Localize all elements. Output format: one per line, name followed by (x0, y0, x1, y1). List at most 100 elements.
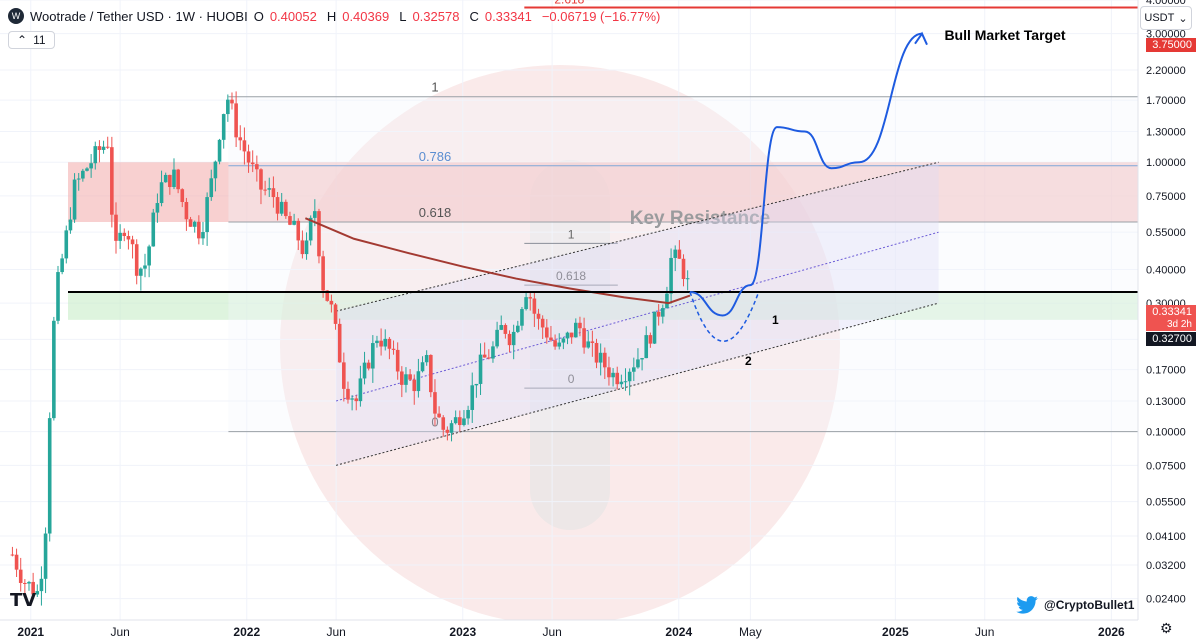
candles-group (10, 91, 690, 606)
y-tick-label: 0.75000 (1146, 191, 1186, 203)
candle-body (603, 352, 607, 368)
candle-body (528, 297, 533, 299)
candle-body (362, 362, 367, 379)
y-tick-label: 0.13000 (1146, 396, 1186, 408)
candle-body (267, 188, 272, 190)
candle-body (383, 338, 388, 347)
candle-body (499, 325, 504, 330)
candle-body (188, 219, 193, 227)
tradingview-logo-icon[interactable]: TV (10, 590, 37, 611)
key-resistance-zone (68, 162, 1138, 222)
candle-body (636, 359, 640, 368)
candle-body (275, 197, 280, 214)
candle-body (470, 385, 475, 410)
candle-body (255, 164, 259, 170)
symbol-header: W Wootrade / Tether USD · 1W · HUOBI O 0.… (8, 8, 664, 24)
candle-body (284, 201, 288, 217)
change-value: −0.06719 (−16.77%) (541, 8, 661, 24)
bull-target-label: Bull Market Target (944, 27, 1065, 43)
candle-body (665, 293, 669, 309)
y-tick-label: 0.07500 (1146, 460, 1186, 472)
candle-body (35, 591, 40, 595)
fib-primary-label: 0.786 (419, 149, 452, 164)
candle-body (346, 388, 350, 400)
candle-body (27, 581, 31, 584)
indicators-toggle-button[interactable]: ⌃ 11 (8, 31, 55, 49)
candle-body (105, 146, 110, 148)
x-tick-label: 2024 (665, 625, 692, 639)
fib-2618-label: 2.618 (554, 0, 584, 7)
candle-body (491, 346, 495, 359)
candle-body (611, 372, 615, 378)
candle-body (342, 362, 346, 389)
y-tick-label: 0.02400 (1146, 594, 1186, 606)
candle-body (52, 320, 56, 419)
twitter-watermark: @CryptoBullet1 (1016, 596, 1134, 614)
currency-selector[interactable]: USDT ⌄ (1140, 6, 1192, 30)
candle-body (205, 197, 209, 233)
candle-body (308, 217, 313, 241)
candle-body (213, 161, 218, 179)
candle-body (163, 174, 168, 183)
candle-body (217, 139, 222, 162)
candle-body (387, 338, 392, 349)
y-tick-label: 1.00000 (1146, 157, 1186, 169)
candle-body (172, 169, 176, 188)
open-label: O (253, 8, 264, 24)
candle-body (31, 581, 35, 595)
twitter-handle: @CryptoBullet1 (1044, 598, 1135, 612)
candle-body (615, 372, 620, 385)
close-label: C (469, 8, 479, 24)
time-axis-bg (0, 620, 1138, 644)
candle-body (184, 201, 189, 220)
candle-body (474, 383, 479, 386)
candle-body (85, 168, 89, 171)
x-tick-label: Jun (542, 625, 561, 639)
candle-body (660, 308, 665, 317)
candle-body (23, 582, 27, 584)
indicator-count: 11 (33, 33, 46, 47)
candle-body (395, 349, 400, 372)
candle-body (259, 169, 263, 190)
candle-body (350, 398, 354, 400)
low-value: 0.32578 (412, 8, 460, 24)
scenario-2-label: 2 (745, 354, 752, 368)
x-tick-label: 2025 (882, 625, 909, 639)
candle-body (623, 381, 628, 383)
candle-body (329, 300, 334, 305)
candle-body (627, 371, 632, 382)
candle-body (557, 342, 562, 347)
candle-body (60, 258, 64, 273)
candle-body (404, 374, 408, 385)
candle-body (147, 246, 151, 266)
channel-fill (336, 162, 939, 466)
candle-body (176, 169, 180, 190)
candle-body (130, 239, 135, 245)
twitter-bird-icon (1016, 596, 1038, 614)
candle-body (441, 417, 446, 430)
symbol-title[interactable]: Wootrade / Tether USD · 1W · HUOBI (30, 8, 248, 24)
candle-body (487, 357, 491, 359)
moving-average-line (304, 217, 691, 305)
candle-body (578, 322, 582, 329)
candle-body (640, 358, 644, 360)
candle-body (10, 554, 15, 556)
x-tick-label: 2023 (449, 625, 476, 639)
candle-body (337, 323, 342, 363)
countdown-tag: 3d 2h (1146, 318, 1196, 331)
candle-body (304, 240, 309, 255)
fib-primary-label: 0.618 (419, 205, 452, 220)
candle-body (466, 409, 470, 419)
candle-body (553, 340, 557, 347)
channel-middle-line (335, 231, 939, 402)
candle-body (72, 179, 77, 220)
candle-body (300, 240, 305, 255)
candle-body (586, 341, 591, 348)
close-value: 0.33341 (484, 8, 532, 24)
candle-body (495, 329, 499, 347)
scenario-1-label: 1 (772, 313, 779, 327)
y-tick-label: 0.03200 (1146, 560, 1186, 572)
settings-gear-icon[interactable]: ⚙ (1160, 620, 1173, 636)
